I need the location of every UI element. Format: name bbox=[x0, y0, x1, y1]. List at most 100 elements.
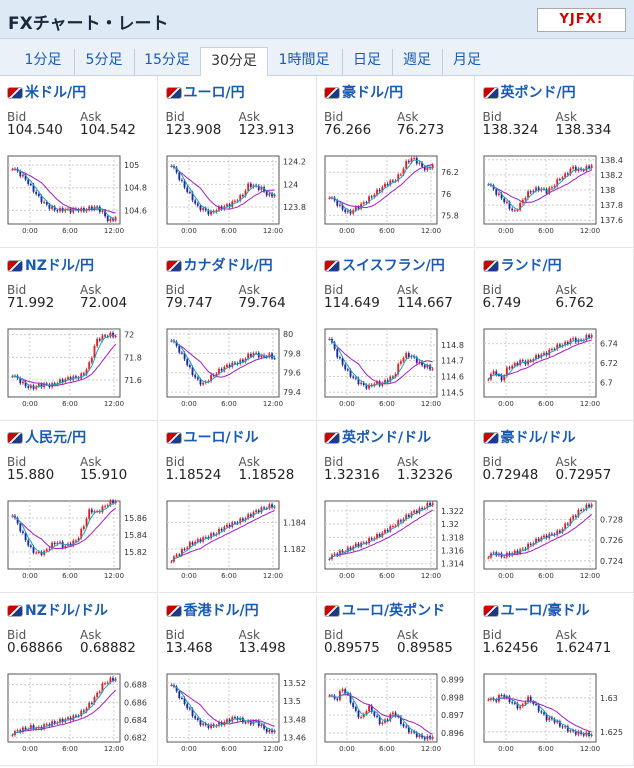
candle-body bbox=[518, 706, 521, 708]
tab-monthly[interactable]: 月足 bbox=[453, 52, 481, 68]
mini-chart[interactable]: 138.4 138.2 138 137.8 137.6 0:00 6:00 12:00 bbox=[482, 154, 632, 240]
yjfx-logo[interactable]: YJFX! bbox=[537, 8, 626, 32]
rate-card[interactable]: ユーロ/英ポンド Bid Ask 0.89575 0.89585 0.899 0.898 0.… bbox=[317, 593, 475, 766]
candle-body bbox=[415, 510, 418, 513]
y-tick-label: 79.8 bbox=[283, 349, 301, 358]
candle-body bbox=[376, 715, 378, 717]
candle-body bbox=[381, 532, 384, 537]
candle-body bbox=[96, 338, 99, 346]
pair-link[interactable]: 英ポンド/ドル bbox=[324, 427, 431, 447]
candle-body bbox=[362, 542, 365, 544]
mini-chart[interactable]: 1.63 1.625 0:00 6:00 12:00 bbox=[482, 672, 632, 758]
tab-5min[interactable]: 5分足 bbox=[74, 49, 135, 75]
candle-body bbox=[217, 721, 220, 726]
tab-1hour[interactable]: 1時間足 bbox=[266, 49, 343, 75]
x-tick-label: 12:00 bbox=[421, 400, 441, 408]
rate-card[interactable]: ユーロ/ドル Bid Ask 1.18524 1.18528 1.184 1.182 0:00… bbox=[158, 421, 317, 593]
rate-card[interactable]: ユーロ/豪ドル Bid Ask 1.62456 1.62471 1.63 1.625 0:00… bbox=[475, 593, 634, 766]
pair-link[interactable]: NZドル/円 bbox=[7, 255, 94, 275]
tab-15min[interactable]: 15分足 bbox=[144, 52, 190, 68]
candle-body bbox=[217, 368, 220, 374]
rate-card[interactable]: NZドル/円 Bid Ask 71.992 72.004 72 71.8 71.6 0:00 6:… bbox=[0, 248, 158, 421]
mini-chart[interactable]: 72 71.8 71.6 0:00 6:00 12:00 bbox=[6, 327, 156, 413]
pair-link[interactable]: ユーロ/ドル bbox=[165, 427, 259, 447]
mini-chart[interactable]: 0.899 0.898 0.897 0.896 0:00 6:00 12:00 bbox=[323, 672, 473, 758]
x-tick-label: 6:00 bbox=[379, 745, 395, 753]
bid-value: 76.266 bbox=[324, 122, 372, 138]
candle-body bbox=[566, 341, 569, 344]
candle-body bbox=[196, 376, 199, 379]
candle-body bbox=[214, 373, 217, 376]
bid-label: Bid bbox=[482, 282, 502, 297]
rate-card[interactable]: 豪ドル/円 Bid Ask 76.266 76.273 76.2 76 75.8 0:00 6:0… bbox=[317, 76, 475, 248]
candle-body bbox=[246, 183, 249, 191]
mini-chart[interactable]: 114.8 114.7 114.6 114.5 0:00 6:00 12:00 bbox=[323, 327, 473, 413]
y-tick-label: 0.897 bbox=[441, 711, 464, 720]
y-tick-label: 123.8 bbox=[283, 203, 306, 212]
candle-body bbox=[386, 183, 389, 185]
candle-body bbox=[114, 335, 117, 337]
pair-link[interactable]: NZドル/ドル bbox=[7, 600, 108, 620]
tab-weekly[interactable]: 週足 bbox=[392, 49, 443, 75]
rate-card[interactable]: 香港ドル/円 Bid Ask 13.468 13.498 13.52 13.5 13.48 13… bbox=[158, 593, 317, 766]
pair-link[interactable]: 香港ドル/円 bbox=[165, 600, 259, 620]
candle-body bbox=[180, 697, 183, 699]
mini-chart[interactable]: 1.322 1.32 1.318 1.316 1.314 0:00 6:00 12:00 bbox=[323, 499, 473, 585]
pair-link[interactable]: カナダドル/円 bbox=[165, 255, 273, 275]
ask-label: Ask bbox=[80, 282, 102, 297]
rate-card[interactable]: NZドル/ドル Bid Ask 0.68866 0.68882 0.688 0.686 0.6… bbox=[0, 593, 158, 766]
mini-chart[interactable]: 6.74 6.72 6.7 0:00 6:00 12:00 bbox=[482, 327, 632, 413]
pair-link[interactable]: スイスフラン/円 bbox=[324, 255, 445, 275]
mini-chart[interactable]: 0.728 0.726 0.724 0:00 6:00 12:00 bbox=[482, 499, 632, 585]
mini-chart[interactable]: 76.2 76 75.8 0:00 6:00 12:00 bbox=[323, 154, 473, 240]
rate-card[interactable]: ユーロ/円 Bid Ask 123.908 123.913 124.2 124 123.8 0:… bbox=[158, 76, 317, 248]
candle-body bbox=[505, 366, 508, 376]
pair-link[interactable]: ランド/円 bbox=[482, 255, 562, 275]
candle-body bbox=[384, 379, 386, 383]
candle-body bbox=[252, 352, 254, 357]
tab-30min[interactable]: 30分足 bbox=[200, 47, 268, 76]
candle-body bbox=[27, 179, 30, 185]
bid-label: Bid bbox=[165, 110, 185, 124]
ask-label: Ask bbox=[238, 110, 260, 124]
pair-link[interactable]: 英ポンド/円 bbox=[482, 82, 576, 102]
pair-link[interactable]: 豪ドル/ドル bbox=[482, 427, 576, 447]
candle-body bbox=[212, 533, 215, 535]
candle-body bbox=[561, 725, 563, 727]
candle-body bbox=[96, 692, 99, 697]
candle-body bbox=[104, 506, 106, 508]
rate-card[interactable]: 英ポンド/ドル Bid Ask 1.32316 1.32326 1.322 1.32 1.31… bbox=[317, 421, 475, 593]
rate-card[interactable]: カナダドル/円 Bid Ask 79.747 79.764 80 79.8 79.6 79.4 0… bbox=[158, 248, 317, 421]
pair-link[interactable]: 豪ドル/円 bbox=[324, 82, 403, 102]
mini-chart[interactable]: 124.2 124 123.8 0:00 6:00 12:00 bbox=[165, 154, 315, 240]
rate-card[interactable]: 豪ドル/ドル Bid Ask 0.72948 0.72957 0.728 0.726 0.72… bbox=[475, 421, 634, 593]
rate-card[interactable]: 英ポンド/円 Bid Ask 138.324 138.334 138.4 138.2 138 1… bbox=[475, 76, 634, 248]
mini-chart[interactable]: 15.86 15.84 15.82 0:00 6:00 12:00 bbox=[6, 499, 156, 585]
tab-daily[interactable]: 日足 bbox=[342, 49, 393, 75]
pair-link[interactable]: ユーロ/円 bbox=[165, 82, 245, 102]
rate-card[interactable]: 人民元/円 Bid Ask 15.880 15.910 15.86 15.84 15.82 0:… bbox=[0, 421, 158, 593]
pair-link[interactable]: ユーロ/豪ドル bbox=[482, 600, 590, 620]
x-tick-label: 0:00 bbox=[181, 227, 197, 235]
rate-card[interactable]: 米ドル/円 Bid Ask 104.540 104.542 105 104.8 104.6 0:… bbox=[0, 76, 158, 248]
rate-card[interactable]: スイスフラン/円 Bid Ask 114.649 114.667 114.8 114.7 11… bbox=[317, 248, 475, 421]
tab-1min[interactable]: 1分足 bbox=[12, 49, 75, 75]
mini-chart[interactable]: 0.688 0.686 0.684 0.682 0:00 6:00 12:00 bbox=[6, 672, 156, 758]
y-tick-label: 76 bbox=[441, 190, 451, 199]
moving-average-line bbox=[487, 335, 592, 380]
candle-body bbox=[413, 355, 416, 357]
candle-body bbox=[257, 510, 260, 513]
candle-body bbox=[397, 363, 400, 374]
candle-body bbox=[486, 699, 489, 701]
rate-card[interactable]: ランド/円 Bid Ask 6.749 6.762 6.74 6.72 6.7 0:00 6:00… bbox=[475, 248, 634, 421]
mini-chart[interactable]: 13.52 13.5 13.48 13.46 0:00 6:00 12:00 bbox=[165, 672, 315, 758]
candle-body bbox=[346, 210, 349, 213]
mini-chart[interactable]: 1.184 1.182 0:00 6:00 12:00 bbox=[165, 499, 315, 585]
candle-body bbox=[45, 723, 48, 725]
candle-body bbox=[349, 210, 352, 214]
pair-link[interactable]: 米ドル/円 bbox=[7, 82, 86, 102]
pair-link[interactable]: 人民元/円 bbox=[7, 427, 86, 447]
mini-chart[interactable]: 80 79.8 79.6 79.4 0:00 6:00 12:00 bbox=[165, 327, 315, 413]
mini-chart[interactable]: 105 104.8 104.6 0:00 6:00 12:00 bbox=[6, 154, 156, 240]
pair-link[interactable]: ユーロ/英ポンド bbox=[324, 600, 445, 620]
